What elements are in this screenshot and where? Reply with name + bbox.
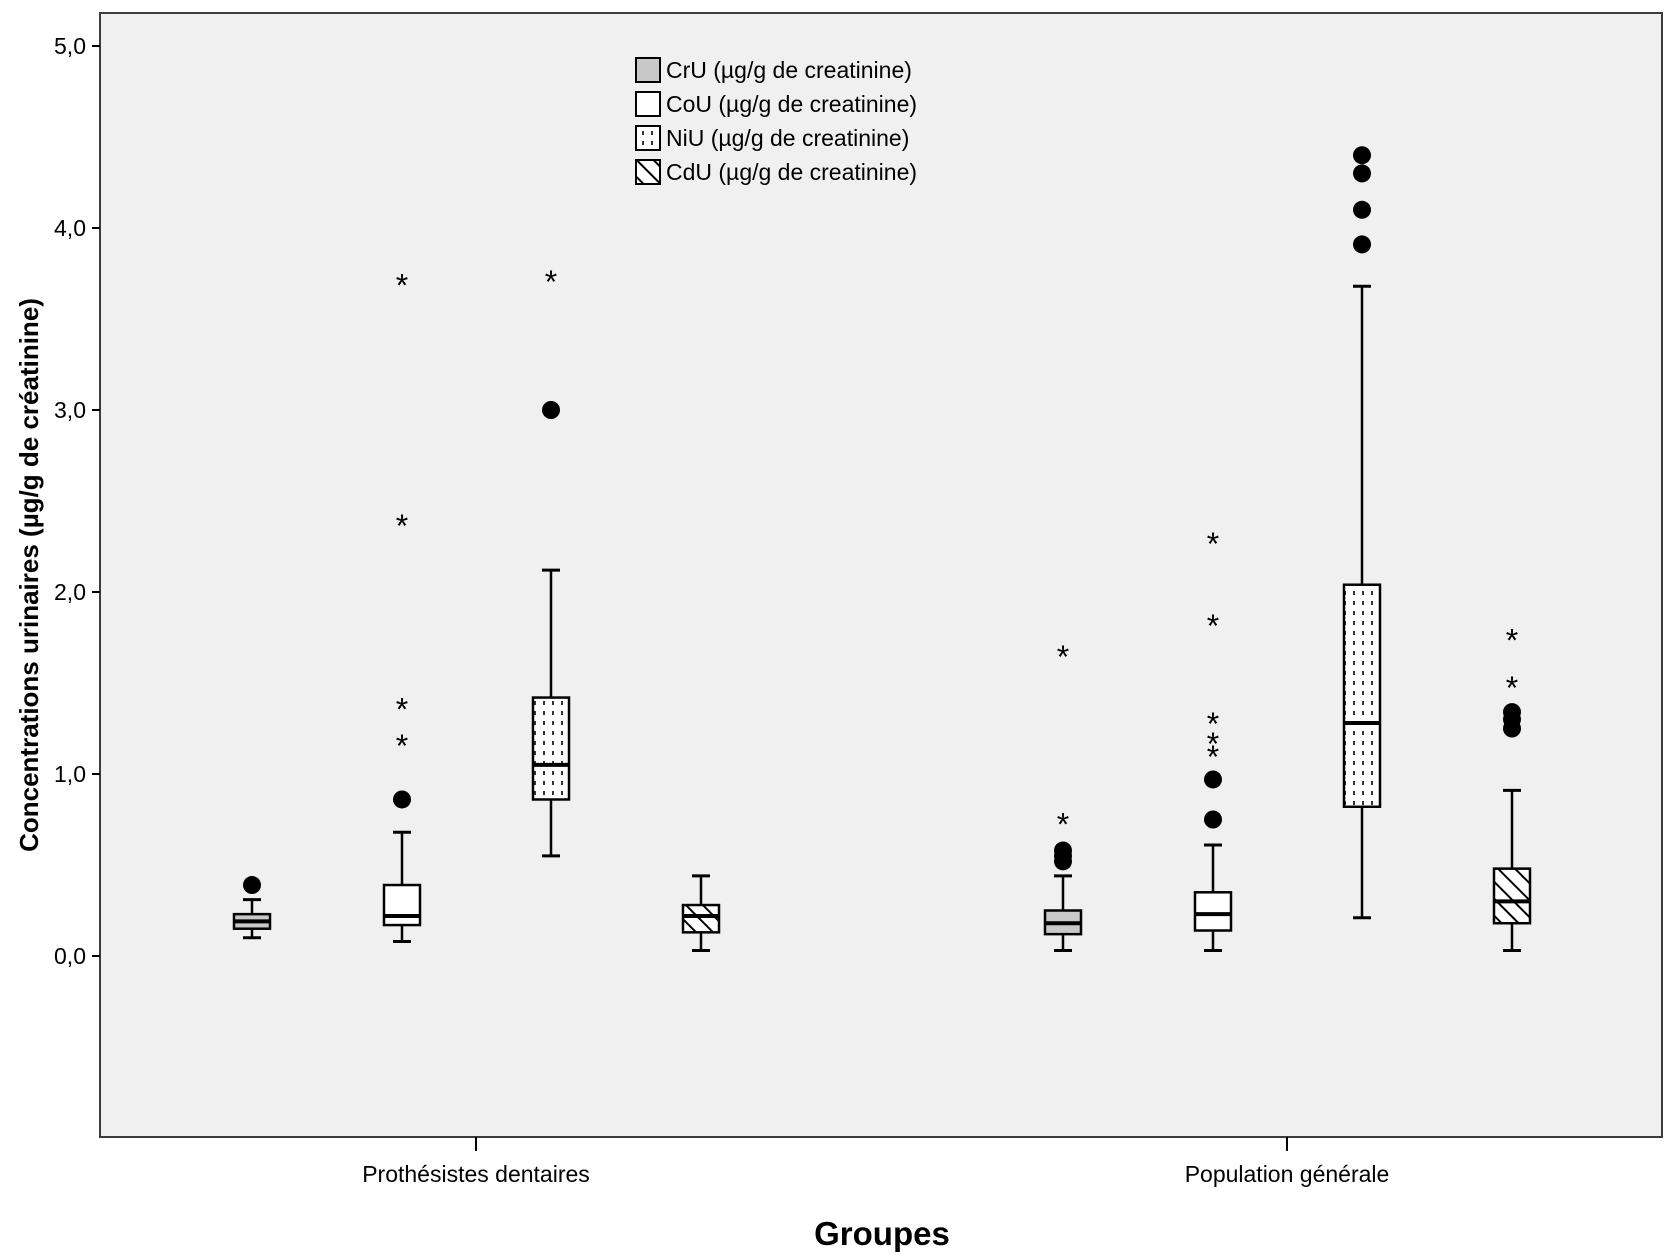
boxplot: * <box>531 264 571 858</box>
boxplot: ** <box>1492 623 1532 953</box>
x-tick-label: Population générale <box>1185 1161 1390 1187</box>
y-tick-label: 1,0 <box>54 761 86 787</box>
boxplot: ***** <box>1193 526 1233 953</box>
extreme-point: * <box>396 508 408 544</box>
box-iqr <box>1193 891 1233 932</box>
outlier-point <box>1204 770 1222 789</box>
legend-label: CoU (µg/g de creatinine) <box>666 91 917 117</box>
legend-swatch <box>635 91 661 117</box>
outlier-point <box>1353 146 1371 165</box>
extreme-point: * <box>1057 806 1069 842</box>
box-iqr <box>681 903 721 934</box>
extreme-point: * <box>396 268 408 304</box>
box-iqr <box>382 883 422 927</box>
extreme-point: * <box>1207 726 1219 762</box>
extreme-point: * <box>1207 526 1219 562</box>
legend-swatch <box>635 159 661 185</box>
box-series-group: ************** <box>232 146 1532 953</box>
extreme-point: * <box>1506 670 1518 706</box>
x-axis: Prothésistes dentaires Population général… <box>362 1137 1389 1187</box>
y-tick-label: 5,0 <box>54 33 86 59</box>
extreme-point: * <box>1207 739 1219 775</box>
legend: CrU (µg/g de creatinine) CoU (µg/g de cre… <box>635 57 917 185</box>
outlier-point <box>1353 164 1371 183</box>
y-tick-label: 0,0 <box>54 943 86 969</box>
legend-swatch <box>635 125 661 151</box>
legend-label: NiU (µg/g de creatinine) <box>666 125 909 151</box>
boxplot: **** <box>382 268 422 943</box>
y-tick-label: 2,0 <box>54 579 86 605</box>
y-tick-label: 4,0 <box>54 215 86 241</box>
boxplot: ** <box>1043 639 1083 953</box>
extreme-point: * <box>396 728 408 764</box>
box-iqr <box>1492 867 1532 925</box>
boxplot <box>232 876 272 940</box>
outlier-point <box>1353 200 1371 219</box>
legend-label: CrU (µg/g de creatinine) <box>666 57 912 83</box>
legend-swatch <box>635 57 661 83</box>
x-tick-label: Prothésistes dentaires <box>362 1161 590 1187</box>
boxplot <box>1342 146 1382 920</box>
plot-area <box>99 12 1663 1138</box>
y-axis-title: Concentrations urinaires (µg/g de créati… <box>14 298 44 852</box>
box-iqr <box>1342 583 1382 809</box>
extreme-point: * <box>396 692 408 728</box>
box-iqr <box>531 696 571 801</box>
legend-label: CdU (µg/g de creatinine) <box>666 159 917 185</box>
y-axis: 0,0 1,0 2,0 3,0 4,0 5,0 <box>54 33 100 969</box>
extreme-point: * <box>1057 639 1069 675</box>
extreme-point: * <box>1506 623 1518 659</box>
extreme-point: * <box>1207 608 1219 644</box>
outlier-point <box>393 790 411 809</box>
outlier-point <box>243 876 261 895</box>
outlier-point <box>542 401 560 419</box>
extreme-point: * <box>545 264 557 300</box>
x-axis-title: Groupes <box>814 1215 950 1252</box>
extreme-point: * <box>1207 706 1219 742</box>
y-tick-label: 3,0 <box>54 397 86 423</box>
outlier-point <box>1204 810 1222 829</box>
boxplot <box>681 874 721 953</box>
outlier-point <box>1503 703 1521 722</box>
outlier-point <box>1353 235 1371 254</box>
outlier-point <box>1054 841 1072 860</box>
